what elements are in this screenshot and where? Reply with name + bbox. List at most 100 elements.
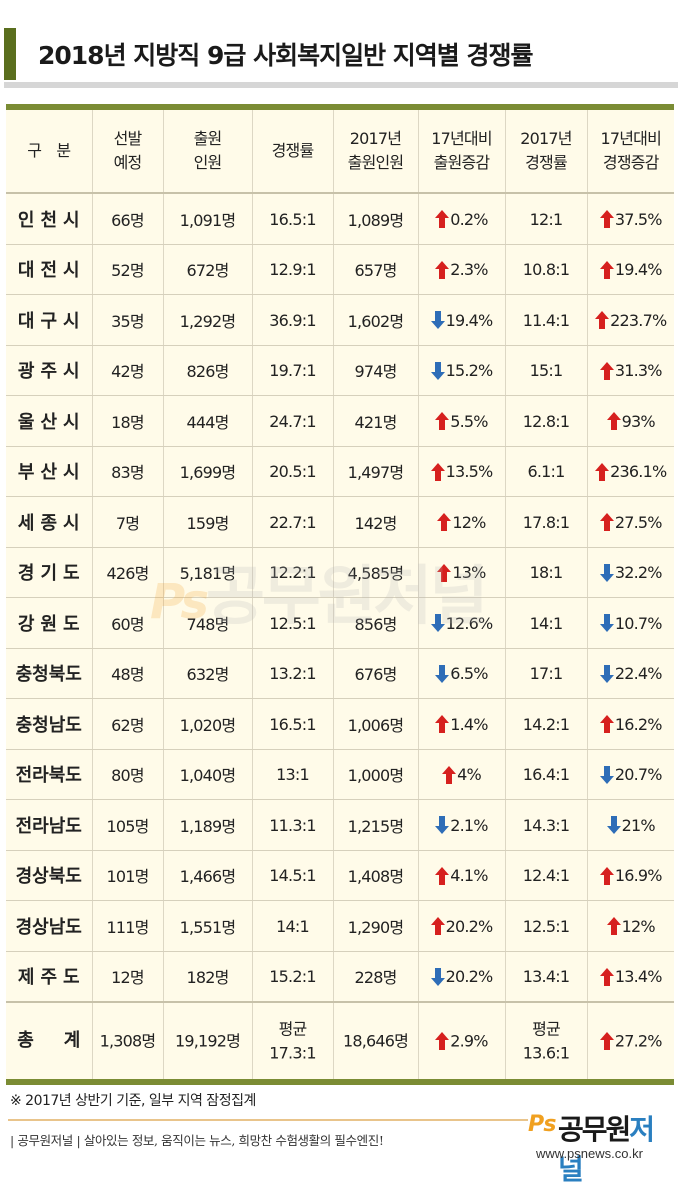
arrow-down-icon [435,816,450,835]
app-change-cell-value: 0.2% [450,209,488,229]
quota-cell-value: 7명 [115,513,140,533]
ratio-change-cell-value: 27.5% [614,512,663,532]
quota-cell: 62명 [92,698,164,750]
arrow-up-icon [442,765,457,784]
prev-applicants-cell-value: 856명 [354,614,397,634]
prev-ratio-cell-value: 16.4:1 [522,765,570,785]
table-row: 대전시 52명 672명 12.9:1 657명 2.3% 10.8:1 19.4% [6,244,674,295]
arrow-up-icon [430,462,445,481]
prev-applicants-cell-value: 1,215명 [347,816,405,836]
app-change-cell-value: 19.4% [445,310,494,330]
table-row: 인천시 66명 1,091명 16.5:1 1,089명 0.2% 12:1 37.5% [6,193,674,245]
app-change-cell: 4% [418,749,506,800]
arrow-up-icon [599,715,614,734]
ratio-change-cell-value: 13.4% [614,967,663,987]
prev-applicants-cell: 142명 [333,496,419,548]
ratio-cell: 19.7:1 [252,345,334,396]
prev-ratio-cell: 6.1:1 [505,446,588,497]
arrow-up-icon [606,917,621,936]
arrow-up-icon [599,513,614,532]
applicants-cell-value: 672명 [186,261,229,281]
quota-cell-value: 42명 [111,362,144,382]
quota-cell: 426명 [92,547,164,598]
table-row: 경상남도 111명 1,551명 14:1 1,290명 20.2% 12.5:1 12% [6,900,674,952]
ratio-cell: 16.5:1 [252,193,334,245]
applicants-cell-value: 182명 [186,968,229,988]
quota-cell: 48명 [92,648,164,699]
app-change-cell: 0.2% [418,193,506,245]
table-row: 전라남도 105명 1,189명 11.3:1 1,215명 2.1% 14.3:1 21% [6,799,674,851]
region-cell: 강원도 [6,597,93,649]
prev-applicants-cell-value: 1,290명 [347,917,405,937]
ratio-change-cell-value: 32.2% [614,563,663,583]
quota-cell: 12명 [92,951,164,1003]
quota-cell-value: 80명 [111,766,144,786]
prev-applicants-cell: 1,006명 [333,698,419,750]
app-change-cell: 12% [418,496,506,548]
total-label: 총 계 [17,1030,87,1051]
region-cell: 제주도 [6,951,93,1003]
quota-cell-value: 35명 [111,311,144,331]
ratio-cell: 13.2:1 [252,648,334,699]
quota-cell: 105명 [92,799,164,851]
ratio-change-cell: 93% [587,395,674,447]
header-prev-applicants-line: 출원인원 [347,153,404,172]
table-body: 인천시 66명 1,091명 16.5:1 1,089명 0.2% 12:1 37.5% 대전시… [6,193,674,1079]
region-cell: 충청남도 [6,698,93,750]
quota-cell: 18명 [92,395,164,447]
prev-applicants-cell-value: 676명 [354,665,397,685]
header-prev-applicants: 2017년 출원인원 [333,110,419,194]
prev-applicants-cell: 4,585명 [333,547,419,598]
arrow-down-icon [430,614,445,633]
logo-url[interactable]: www.psnews.co.kr [536,1146,643,1161]
table-row: 대구시 35명 1,292명 36.9:1 1,602명 19.4% 11.4:1 223.7… [6,294,674,346]
quota-cell: 83명 [92,446,164,497]
prev-ratio-cell-value: 6.1:1 [527,462,565,482]
prev-applicants-cell: 421명 [333,395,419,447]
prev-applicants-cell: 1,408명 [333,850,419,901]
ratio-change-cell-value: 93% [621,411,656,431]
prev-ratio-cell: 13.4:1 [505,951,588,1003]
applicants-cell-value: 1,551명 [179,917,237,937]
app-change-cell: 13% [418,547,506,598]
applicants-cell: 632명 [163,648,253,699]
quota-cell-value: 66명 [111,210,144,230]
ratio-change-cell: 19.4% [587,244,674,295]
applicants-cell-value: 1,020명 [179,715,237,735]
ratio-cell-value: 16.5:1 [269,714,316,734]
applicants-cell-value: 1,292명 [179,311,237,331]
ratio-change-cell-value: 31.3% [614,361,663,381]
header-ratio-change-line: 경쟁증감 [602,153,659,172]
applicants-cell-value: 632명 [186,665,229,685]
table-row: 경기도 426명 5,181명 12.2:1 4,585명 13% 18:1 32.2% [6,547,674,598]
arrow-up-icon [606,412,621,431]
prev-applicants-cell: 657명 [333,244,419,295]
region-cell-value: 대전시 [17,260,86,282]
quota-cell: 52명 [92,244,164,295]
ratio-cell: 36.9:1 [252,294,334,346]
prev-ratio-cell-value: 12.4:1 [522,866,570,886]
ratio-change-cell-value: 236.1% [610,462,667,482]
applicants-cell: 444명 [163,395,253,447]
header-quota-line: 선발 [113,129,143,148]
ratio-change-cell: 22.4% [587,648,674,699]
app-change-cell: 1.4% [418,698,506,750]
region-cell: 경기도 [6,547,93,598]
ratio-change-cell-value: 12% [621,916,656,936]
arrow-up-icon [599,1032,614,1051]
app-change-cell: 2.3% [418,244,506,295]
prev-ratio-cell: 14.3:1 [505,799,588,851]
prev-applicants-cell: 1,215명 [333,799,419,851]
brand-logo[interactable]: Ps 공무원저널 www.psnews.co.kr [528,1108,676,1186]
prev-ratio-cell: 16.4:1 [505,749,588,800]
arrow-down-icon [599,614,614,633]
arrow-down-icon [430,311,445,330]
region-cell: 울산시 [6,395,93,447]
arrow-up-icon [430,917,445,936]
applicants-cell-value: 1,699명 [179,463,237,483]
prev-ratio-cell: 11.4:1 [505,294,588,346]
prev-applicants-cell: 1,290명 [333,900,419,952]
region-cell: 경상남도 [6,900,93,952]
prev-ratio-cell: 17:1 [505,648,588,699]
ratio-cell: 11.3:1 [252,799,334,851]
